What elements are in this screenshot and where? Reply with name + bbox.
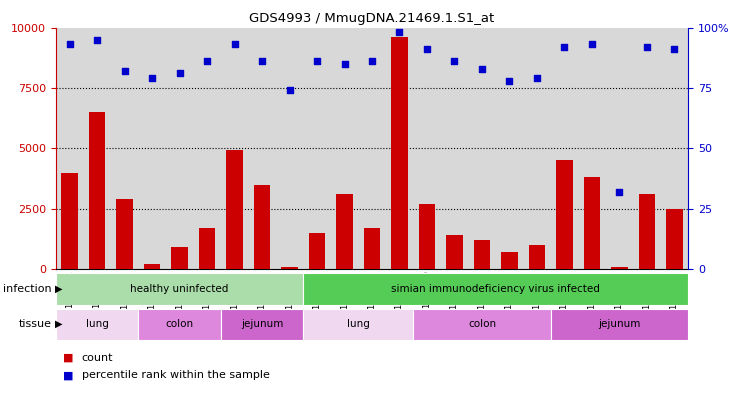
Point — [614, 189, 626, 195]
Text: count: count — [82, 353, 113, 363]
Bar — [364, 228, 380, 269]
Text: jejunum: jejunum — [598, 319, 641, 329]
Bar — [199, 228, 215, 269]
Text: jejunum: jejunum — [241, 319, 283, 329]
Point — [283, 87, 295, 94]
Bar — [226, 150, 243, 269]
Point — [256, 58, 268, 64]
Text: lung: lung — [86, 319, 109, 329]
Text: healthy uninfected: healthy uninfected — [130, 284, 228, 294]
Point — [641, 44, 653, 50]
Point — [449, 58, 461, 64]
Bar — [116, 199, 132, 269]
Point — [228, 41, 240, 48]
Bar — [584, 177, 600, 269]
Point — [476, 66, 488, 72]
Point — [201, 58, 213, 64]
Point — [394, 29, 405, 35]
Text: ■: ■ — [63, 353, 74, 363]
Point — [173, 70, 185, 77]
Point — [63, 41, 75, 48]
Point — [559, 44, 571, 50]
Point — [118, 68, 130, 74]
Bar — [89, 112, 106, 269]
Bar — [529, 245, 545, 269]
Bar — [557, 160, 573, 269]
Bar — [144, 264, 160, 269]
Bar — [551, 309, 688, 340]
Point — [339, 61, 350, 67]
Text: ▶: ▶ — [55, 284, 62, 294]
Text: colon: colon — [165, 319, 193, 329]
Point — [531, 75, 543, 81]
Bar — [474, 240, 490, 269]
Text: percentile rank within the sample: percentile rank within the sample — [82, 370, 270, 380]
Bar — [281, 267, 298, 269]
Bar — [309, 233, 325, 269]
Bar — [56, 309, 138, 340]
Point — [669, 46, 681, 52]
Bar — [254, 185, 270, 269]
Text: tissue: tissue — [19, 319, 52, 329]
Point — [146, 75, 158, 81]
Bar — [612, 267, 628, 269]
Bar — [171, 248, 187, 269]
Bar — [138, 309, 221, 340]
Bar — [501, 252, 518, 269]
Bar — [666, 209, 683, 269]
Text: ■: ■ — [63, 370, 74, 380]
Point — [421, 46, 433, 52]
Bar — [221, 309, 304, 340]
Bar — [336, 194, 353, 269]
Text: GDS4993 / MmugDNA.21469.1.S1_at: GDS4993 / MmugDNA.21469.1.S1_at — [249, 12, 495, 25]
Bar — [638, 194, 655, 269]
Bar — [304, 273, 688, 305]
Bar — [304, 309, 413, 340]
Text: simian immunodeficiency virus infected: simian immunodeficiency virus infected — [391, 284, 600, 294]
Text: ▶: ▶ — [55, 319, 62, 329]
Text: colon: colon — [468, 319, 496, 329]
Point — [311, 58, 323, 64]
Bar — [61, 173, 78, 269]
Bar — [391, 37, 408, 269]
Text: lung: lung — [347, 319, 370, 329]
Point — [366, 58, 378, 64]
Text: infection: infection — [4, 284, 52, 294]
Bar — [419, 204, 435, 269]
Bar — [56, 273, 304, 305]
Point — [586, 41, 598, 48]
Bar — [413, 309, 551, 340]
Point — [91, 37, 103, 43]
Point — [504, 77, 516, 84]
Bar — [446, 235, 463, 269]
